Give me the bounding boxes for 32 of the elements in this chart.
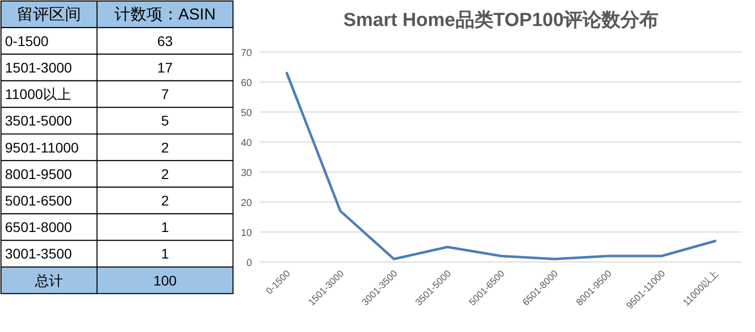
y-tick-label: 10: [240, 228, 252, 239]
y-tick-label: 60: [240, 78, 252, 89]
category-label: 3001-3500: [5, 246, 72, 262]
y-tick-label: 30: [240, 168, 252, 179]
category-label: 8001-9500: [5, 166, 72, 182]
y-tick-label: 20: [240, 198, 252, 209]
category-label: 9501-11000: [5, 139, 79, 156]
y-tick-label: 40: [240, 138, 252, 149]
data-label: 17: [157, 60, 173, 76]
data-label: 2: [161, 166, 170, 182]
category-label: 3501-5000: [5, 112, 72, 129]
chart-title: Smart Home品类TOP100评论数分布: [343, 9, 659, 31]
category-label: 总计: [34, 272, 63, 288]
text: 计数项：ASIN: [114, 5, 216, 24]
data-label: 1: [161, 219, 170, 236]
data-label: 100: [153, 272, 177, 288]
category-label: 6501-8000: [5, 219, 72, 236]
data-label: 2: [161, 139, 170, 156]
category-label: 0-1500: [5, 32, 49, 49]
category-label: 11000以上: [5, 86, 71, 102]
data-label: 1: [161, 246, 170, 262]
y-tick-label: 0: [246, 258, 252, 269]
data-label: 63: [157, 32, 173, 49]
y-tick-label: 50: [240, 108, 252, 119]
data-label: 7: [161, 86, 170, 102]
text: 留评区间: [17, 5, 81, 24]
y-tick-label: 70: [240, 48, 252, 59]
category-label: 1501-3000: [5, 60, 72, 76]
line-series: [286, 72, 716, 260]
category-label: 5001-6500: [5, 192, 72, 208]
data-label: 5: [161, 112, 170, 129]
data-label: 2: [161, 192, 170, 208]
